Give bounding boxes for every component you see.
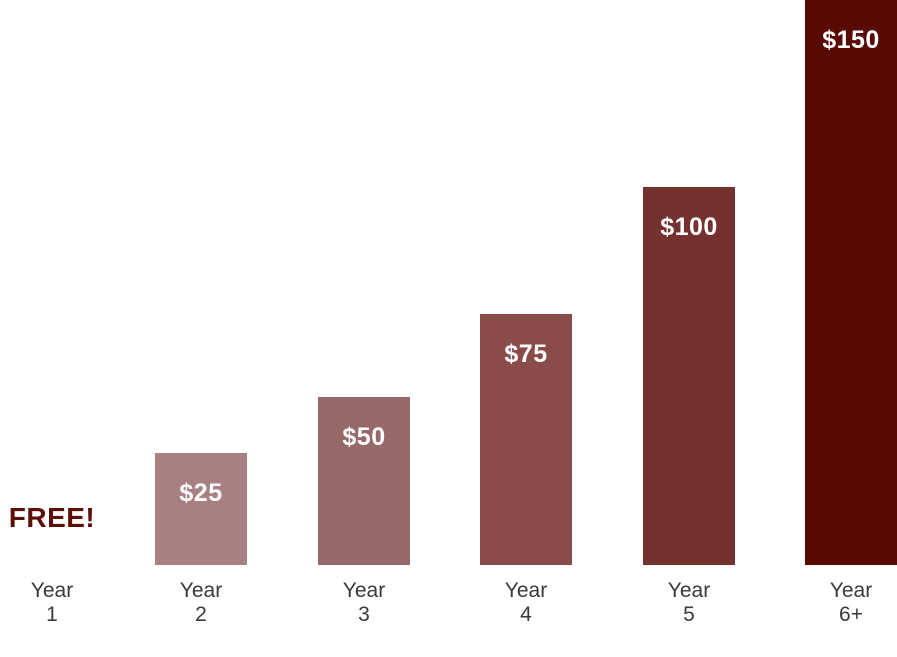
bar-year-3: $50 (318, 397, 410, 565)
plot-area: FREE! $25 $50 $75 $100 $150 (8, 0, 897, 565)
bar-year-6plus: $150 (805, 0, 897, 565)
x-axis-label-line2: 1 (46, 603, 58, 626)
bar-year-4: $75 (480, 314, 572, 565)
bar-value-label: $75 (504, 340, 548, 368)
x-axis-label-line2: 5 (683, 603, 695, 626)
x-axis-label-line2: 3 (358, 603, 370, 626)
x-axis-label-line1: Year (829, 579, 873, 602)
bar-year-5: $100 (643, 187, 735, 565)
x-axis-label-line2: 6+ (839, 603, 863, 626)
bar-value-label: $100 (660, 213, 718, 241)
x-axis-label-year-5: Year 5 (629, 579, 749, 627)
x-axis-label-year-1: Year 1 (0, 579, 112, 627)
bar-value-label: $150 (822, 26, 880, 54)
x-axis-label-line1: Year (504, 579, 548, 602)
x-axis-label-year-4: Year 4 (466, 579, 586, 627)
free-value-label: FREE! (8, 502, 96, 533)
bar-year-2: $25 (155, 453, 247, 565)
x-axis-label-line2: 2 (195, 603, 207, 626)
x-axis-label-line1: Year (342, 579, 386, 602)
x-axis-labels: Year 1 Year 2 Year 3 Year 4 Year 5 Year … (0, 579, 897, 639)
bar-value-label: $25 (179, 479, 223, 507)
x-axis-label-line1: Year (667, 579, 711, 602)
x-axis-label-line1: Year (179, 579, 223, 602)
x-axis-label-year-6plus: Year 6+ (791, 579, 897, 627)
bar-value-label: $50 (342, 423, 386, 451)
x-axis-label-year-3: Year 3 (304, 579, 424, 627)
x-axis-label-line2: 4 (520, 603, 532, 626)
x-axis-label-line1: Year (30, 579, 74, 602)
x-axis-label-year-2: Year 2 (141, 579, 261, 627)
